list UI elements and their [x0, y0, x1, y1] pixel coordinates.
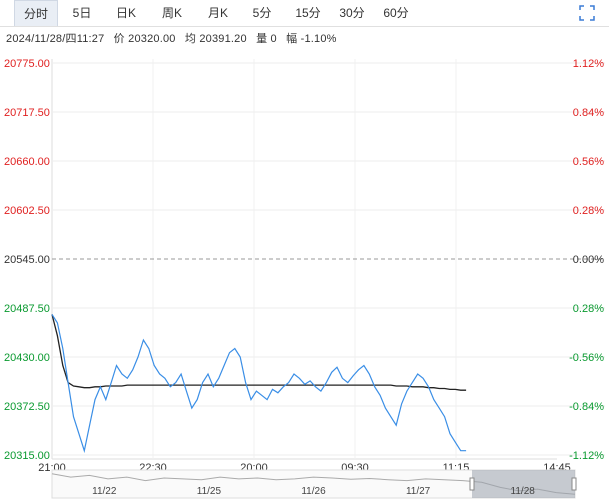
navigator-date-label: 11/28 — [511, 486, 536, 497]
avg-price-line — [51, 314, 467, 391]
y-tick-label: 20717.50 — [4, 107, 50, 119]
tab-15min[interactable]: 15分 — [295, 6, 321, 20]
y-tick-label-right: 0.28% — [573, 205, 604, 217]
quote-price: 价 20320.00 — [113, 33, 176, 45]
navigator-date-label: 11/26 — [301, 486, 326, 497]
y-tick-label-right: 0.00% — [573, 254, 604, 266]
y-tick-label: 20430.00 — [4, 352, 50, 364]
price-line — [51, 314, 467, 454]
y-tick-label: 20660.00 — [4, 156, 50, 168]
tab-30min[interactable]: 30分 — [339, 6, 365, 20]
navigator-handle-right — [571, 477, 577, 491]
y-tick-label-right: -1.12% — [569, 450, 604, 462]
y-tick-label: 20602.50 — [4, 205, 50, 217]
navigator-window — [472, 470, 575, 498]
tab-weekly-k[interactable]: 周K — [161, 6, 182, 20]
navigator-date-label: 11/22 — [92, 486, 117, 497]
tab-daily-k[interactable]: 日K — [115, 6, 136, 20]
quote-volume: 量 0 — [256, 33, 277, 45]
tab-timeshare[interactable]: 分时 — [14, 0, 58, 26]
navigator-date-label: 11/27 — [406, 486, 431, 497]
y-tick-label-right: -0.56% — [569, 352, 604, 364]
y-tick-label-right: 0.56% — [573, 156, 604, 168]
tab-5min[interactable]: 5分 — [252, 6, 272, 20]
y-tick-label-right: 0.84% — [573, 107, 604, 119]
tab-60min[interactable]: 60分 — [383, 6, 409, 20]
tab-5day[interactable]: 5日 — [72, 6, 92, 20]
chart-period-tabs: 分时 5日 日K 周K 月K 5分 15分 30分 60分 — [0, 0, 609, 27]
y-tick-label: 20775.00 — [4, 58, 50, 70]
y-tick-label-right: 1.12% — [573, 58, 604, 70]
y-tick-label: 20545.00 — [4, 254, 50, 266]
y-tick-label: 20372.50 — [4, 401, 50, 413]
quote-change: 幅 -1.10% — [286, 33, 337, 45]
quote-info-bar: 2024/11/28/四11:27 价 20320.00 均 20391.20 … — [6, 30, 343, 46]
expand-icon[interactable] — [579, 5, 595, 21]
navigator-handle-left — [469, 477, 475, 491]
tab-monthly-k[interactable]: 月K — [207, 6, 228, 20]
y-tick-label: 20487.50 — [4, 303, 50, 315]
y-tick-label: 20315.00 — [4, 450, 50, 462]
quote-average: 均 20391.20 — [184, 33, 247, 45]
y-tick-label-right: -0.84% — [569, 401, 604, 413]
y-tick-label-right: 0.28% — [573, 303, 604, 315]
quote-datetime: 2024/11/28/四11:27 — [6, 33, 105, 45]
navigator-date-label: 11/25 — [197, 486, 222, 497]
